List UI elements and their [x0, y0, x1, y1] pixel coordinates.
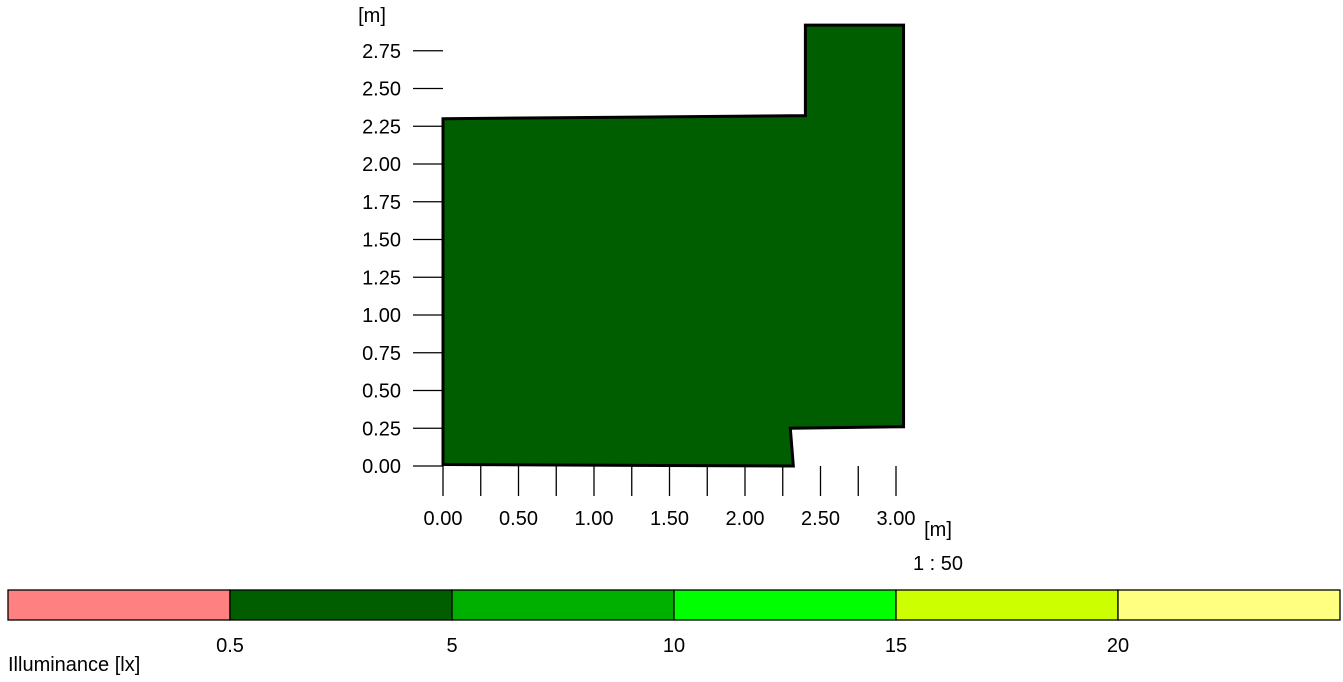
- y-tick-label: 2.50: [362, 79, 401, 101]
- x-tick-label: 0.50: [499, 508, 538, 530]
- x-tick-label: 2.50: [801, 508, 840, 530]
- x-tick-label: 0.00: [424, 508, 463, 530]
- x-tick-label: 1.00: [575, 508, 614, 530]
- legend-band: [229, 589, 453, 621]
- x-axis: 0.00 0.50 1.00 1.50 2.00 2.50 3.00: [424, 466, 916, 530]
- room-area: [441, 23, 906, 468]
- legend-threshold-label: 10: [663, 635, 685, 657]
- illuminance-legend: 0.5 5 10 15 20: [7, 589, 1341, 657]
- legend-band: [451, 589, 675, 621]
- legend-threshold-label: 0.5: [216, 635, 244, 657]
- legend-band: [673, 589, 897, 621]
- y-tick-label: 2.00: [362, 154, 401, 176]
- legend-band: [7, 589, 231, 621]
- scale-label: 1 : 50: [913, 553, 963, 575]
- legend-title: Illuminance [lx]: [8, 654, 140, 676]
- y-tick-label: 1.00: [362, 305, 401, 327]
- x-tick-label: 2.00: [726, 508, 765, 530]
- y-tick-label: 0.25: [362, 418, 401, 440]
- y-tick-label: 0.50: [362, 381, 401, 403]
- y-tick-label: 1.75: [362, 192, 401, 214]
- y-tick-label: 0.00: [362, 456, 401, 478]
- y-tick-label: 1.25: [362, 267, 401, 289]
- y-tick-label: 0.75: [362, 343, 401, 365]
- legend-band: [895, 589, 1119, 621]
- y-tick-label: 2.75: [362, 41, 401, 63]
- legend-band: [1117, 589, 1341, 621]
- legend-threshold-label: 5: [446, 635, 457, 657]
- y-axis-unit: [m]: [358, 5, 386, 27]
- x-tick-label: 1.50: [650, 508, 689, 530]
- y-axis: 0.00 0.25 0.50 0.75 1.00 1.25 1.50 1.75 2.00 2.25…: [362, 41, 443, 478]
- legend-threshold-label: 15: [885, 635, 907, 657]
- y-tick-label: 2.25: [362, 116, 401, 138]
- x-axis-unit: [m]: [924, 519, 952, 541]
- legend-threshold-label: 20: [1107, 635, 1129, 657]
- x-tick-label: 3.00: [877, 508, 916, 530]
- y-tick-label: 1.50: [362, 230, 401, 252]
